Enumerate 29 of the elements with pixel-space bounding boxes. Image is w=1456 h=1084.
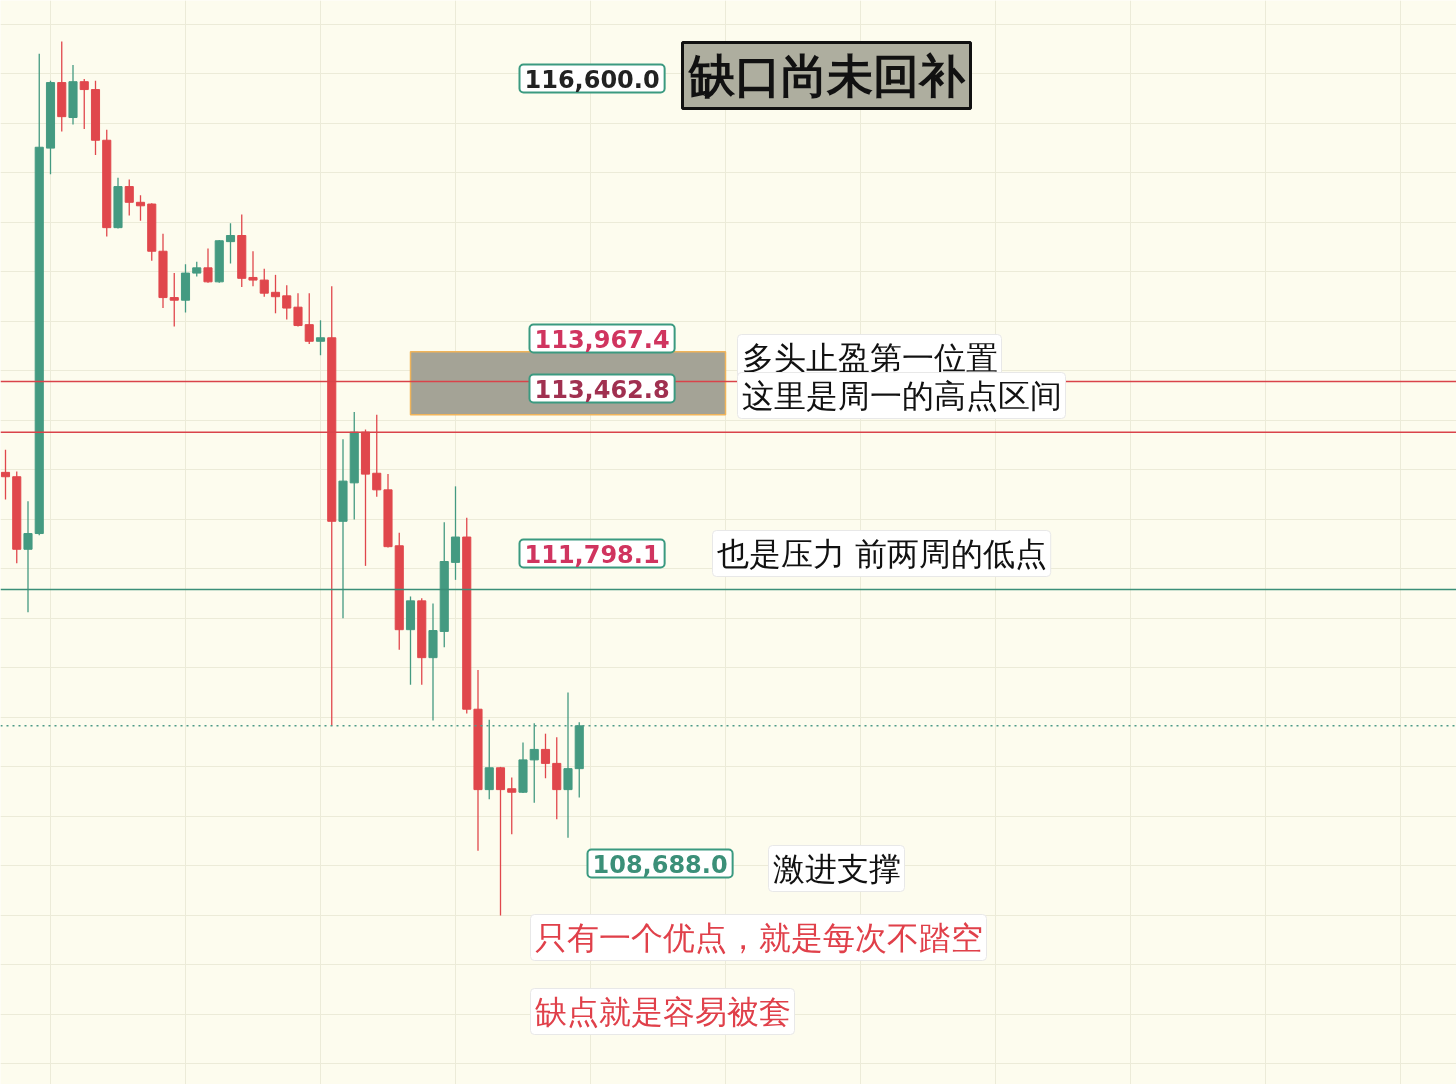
candlestick [169,272,179,328]
annotation: 113,462.8 [534,375,670,404]
candlestick [270,274,281,314]
text: 108,688.0 [592,850,728,879]
annotation: 116,600.0 [524,65,660,94]
text: 缺点就是容易被套 [534,992,791,1031]
candlestick [282,284,292,321]
candlestick [315,319,326,356]
candlestick [248,250,258,287]
candlestick [225,222,236,265]
candlestick [507,776,517,835]
text: 也是压力 前两周的低点 [716,534,1047,573]
annotation: 113,967.4 [534,325,670,354]
text: 多头止盈第一位置 [741,338,998,377]
annotation: 111,798.1 [524,540,660,569]
candlestick [79,78,89,130]
candlestick [135,194,146,222]
candlestick [203,247,213,284]
candlestick [124,178,134,217]
text: 只有一个优点，就是每次不踏空 [534,918,983,957]
candlestick [259,268,269,298]
text: 这里是周一的高点区间 [741,376,1062,415]
candlestick [293,292,303,328]
candlestick [304,292,314,345]
text: 激进支撑 [772,849,901,888]
candlestick [0,448,11,501]
candlestick [495,766,506,917]
candlestick [540,733,551,779]
text: 缺口尚未回补 [687,48,966,103]
